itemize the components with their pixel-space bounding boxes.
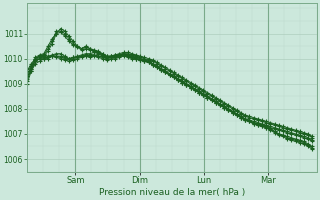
X-axis label: Pression niveau de la mer( hPa ): Pression niveau de la mer( hPa ) — [99, 188, 245, 197]
